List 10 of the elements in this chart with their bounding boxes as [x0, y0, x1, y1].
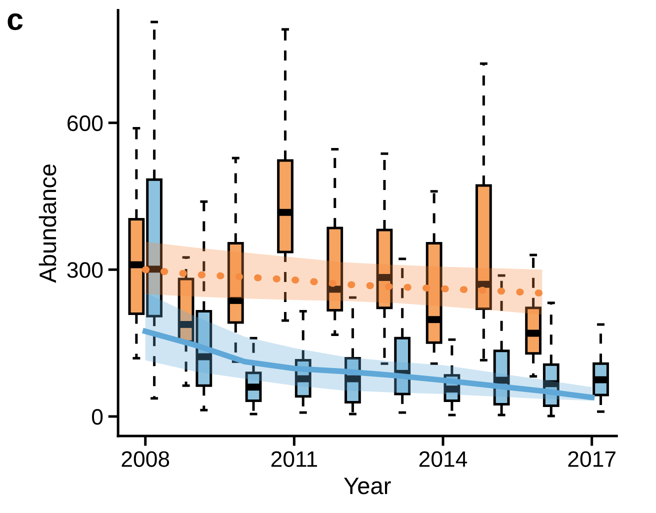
x-tick-label: 2011 — [271, 451, 318, 467]
y-tick-label: 600 — [68, 115, 103, 132]
chart-title: c — [8, 13, 23, 30]
x-axis-title: Year — [344, 478, 391, 494]
y-tick-label: 300 — [67, 262, 103, 278]
y-tick-label: 0 — [92, 409, 103, 425]
x-tick-label: 2017 — [568, 451, 616, 467]
y-axis-title: Abundance — [38, 164, 56, 283]
x-tick-label: 2008 — [122, 451, 170, 467]
x-tick-label: 2014 — [419, 451, 468, 467]
